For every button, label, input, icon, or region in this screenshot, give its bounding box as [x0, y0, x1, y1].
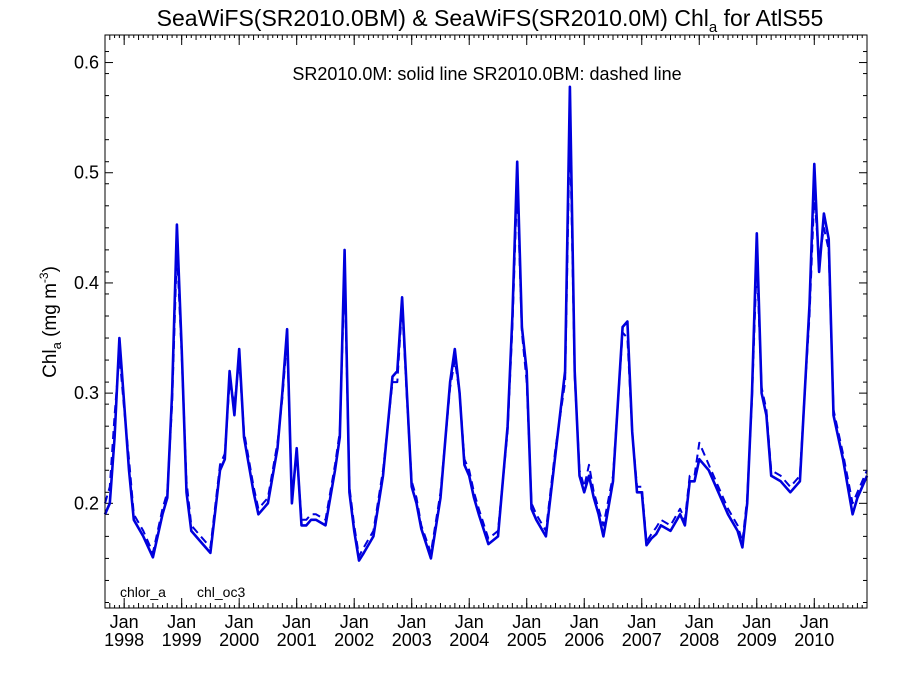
series-layer — [103, 85, 869, 562]
plot-frame — [104, 34, 868, 609]
x-tick-month-label: Jan — [340, 612, 369, 632]
x-tick-year-label: 2004 — [449, 630, 489, 650]
y-axis-label-sup: -3 — [37, 272, 51, 283]
x-tick-year-label: 2002 — [334, 630, 374, 650]
x-tick-year-label: 2000 — [219, 630, 259, 650]
x-tick-month-label: Jan — [110, 612, 139, 632]
x-tick-year-label: 2006 — [564, 630, 604, 650]
y-tick-label: 0.2 — [74, 493, 99, 513]
x-tick-year-label: 2005 — [507, 630, 547, 650]
y-axis-label-close: ) — [40, 266, 61, 272]
chart-title-sub: a — [709, 19, 718, 36]
y-axis-label-main: Chl — [40, 349, 61, 378]
chart-title: SeaWiFS(SR2010.0BM) & SeaWiFS(SR2010.0M)… — [157, 5, 824, 36]
series-line-sr2010-0bm — [104, 122, 868, 558]
axes-layer: 0.20.30.40.50.6Jan1998Jan1999Jan2000Jan2… — [74, 35, 868, 650]
x-tick-month-label: Jan — [167, 612, 196, 632]
x-tick-month-label: Jan — [397, 612, 426, 632]
x-tick-year-label: 2009 — [737, 630, 777, 650]
x-tick-month-label: Jan — [627, 612, 656, 632]
x-tick-year-label: 1999 — [162, 630, 202, 650]
chart-title-main: SeaWiFS(SR2010.0BM) & SeaWiFS(SR2010.0M)… — [157, 5, 709, 31]
x-tick-month-label: Jan — [282, 612, 311, 632]
y-tick-label: 0.6 — [74, 53, 99, 73]
y-tick-label: 0.3 — [74, 383, 99, 403]
chart-title-tail: for AtlS55 — [717, 5, 823, 31]
x-tick-year-label: 1998 — [104, 630, 144, 650]
x-tick-year-label: 2003 — [392, 630, 432, 650]
x-tick-month-label: Jan — [512, 612, 541, 632]
x-tick-year-label: 2001 — [277, 630, 317, 650]
x-tick-month-label: Jan — [742, 612, 771, 632]
x-tick-month-label: Jan — [225, 612, 254, 632]
line-style-annotation: SR2010.0M: solid line SR2010.0BM: dashed… — [292, 64, 681, 84]
x-tick-month-label: Jan — [570, 612, 599, 632]
x-tick-year-label: 2010 — [794, 630, 834, 650]
x-tick-month-label: Jan — [800, 612, 829, 632]
x-tick-year-label: 2007 — [622, 630, 662, 650]
y-axis-label-units: (mg m — [40, 283, 61, 342]
series-line-sr2010-0m — [103, 85, 869, 562]
y-axis-label-sub: a — [49, 341, 64, 349]
legend-item-chlor-a: chlor_a — [120, 584, 166, 600]
legend-item-chl-oc3: chl_oc3 — [197, 584, 245, 600]
y-tick-label: 0.4 — [74, 273, 99, 293]
y-axis-label: Chla (mg m-3) — [37, 266, 64, 378]
x-tick-month-label: Jan — [455, 612, 484, 632]
x-tick-month-label: Jan — [685, 612, 714, 632]
x-tick-year-label: 2008 — [679, 630, 719, 650]
y-tick-label: 0.5 — [74, 163, 99, 183]
